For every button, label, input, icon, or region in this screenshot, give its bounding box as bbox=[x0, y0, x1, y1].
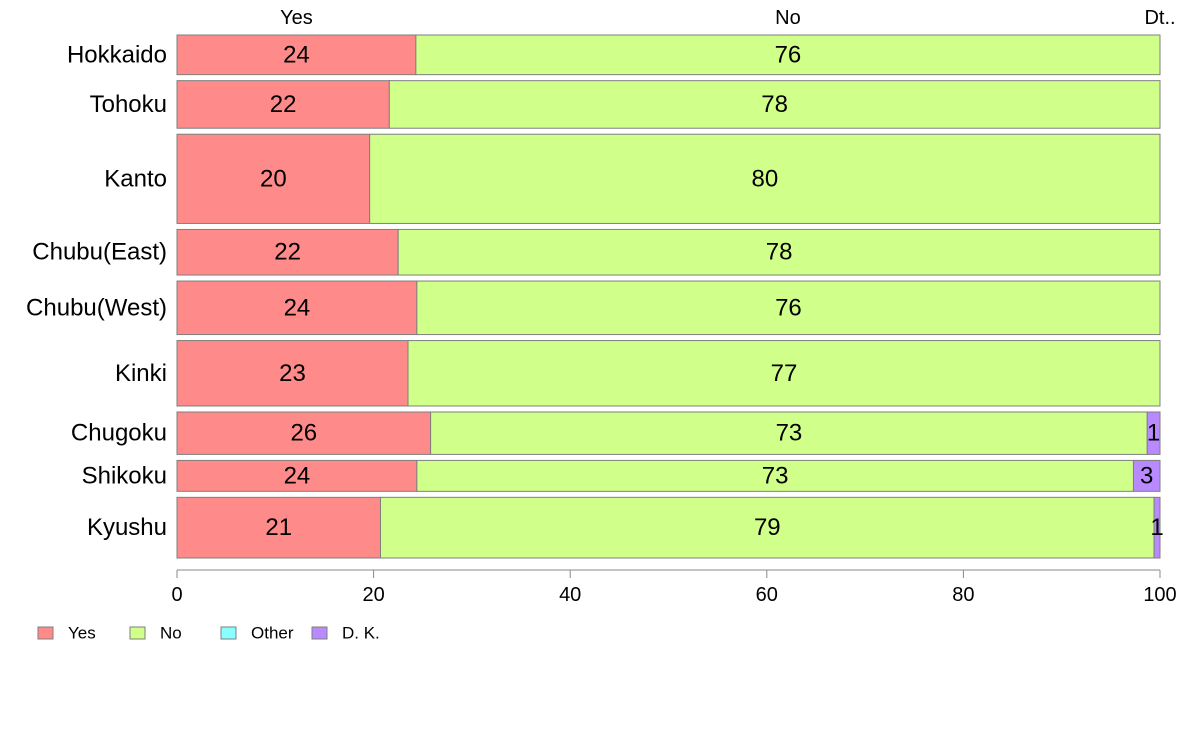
bar-segment bbox=[397, 228, 1161, 276]
bar-segment bbox=[176, 496, 381, 559]
bar-segment bbox=[176, 459, 418, 492]
bar-segment bbox=[388, 80, 1161, 129]
data-label: 24 bbox=[284, 294, 311, 321]
legend-label: Yes bbox=[68, 624, 96, 643]
top-label: Yes bbox=[280, 7, 313, 29]
data-label: 3 bbox=[1140, 462, 1153, 489]
bar-segment bbox=[369, 133, 1161, 224]
data-label: 23 bbox=[279, 360, 306, 387]
data-label: 1 bbox=[1150, 514, 1163, 541]
legend-label: D. K. bbox=[342, 624, 380, 643]
x-tick-label: 20 bbox=[362, 584, 384, 606]
bar-segment bbox=[407, 340, 1161, 407]
data-label: 78 bbox=[766, 239, 793, 266]
x-tick-label: 100 bbox=[1143, 584, 1176, 606]
x-tick-label: 0 bbox=[171, 584, 182, 606]
legend-swatch bbox=[129, 626, 146, 640]
top-label: Dt.. bbox=[1144, 7, 1175, 29]
legend-swatch bbox=[37, 626, 54, 640]
bar-segment bbox=[416, 459, 1134, 492]
bar-segment bbox=[416, 280, 1161, 336]
category-label: Hokkaido bbox=[67, 41, 167, 68]
bar-segment bbox=[176, 228, 399, 276]
data-label: 20 bbox=[260, 165, 287, 192]
bar-segment bbox=[176, 411, 432, 455]
data-label: 80 bbox=[751, 165, 778, 192]
bar-segment bbox=[176, 80, 390, 129]
data-label: 76 bbox=[775, 41, 802, 68]
data-label: 78 bbox=[761, 91, 788, 118]
x-tick-label: 40 bbox=[559, 584, 581, 606]
bar-segment bbox=[1153, 496, 1161, 559]
category-label: Shikoku bbox=[82, 462, 167, 489]
category-label: Chugoku bbox=[71, 420, 167, 447]
category-label: Chubu(East) bbox=[32, 239, 167, 266]
category-label: Kanto bbox=[104, 165, 167, 192]
data-label: 79 bbox=[754, 514, 781, 541]
data-label: 26 bbox=[290, 420, 317, 447]
category-label: Chubu(West) bbox=[26, 294, 167, 321]
bar-segment bbox=[379, 496, 1155, 559]
data-label: 1 bbox=[1147, 420, 1160, 447]
data-label: 24 bbox=[284, 462, 311, 489]
data-label: 73 bbox=[776, 420, 803, 447]
legend-swatch bbox=[220, 626, 237, 640]
category-label: Kinki bbox=[115, 360, 167, 387]
x-tick-label: 80 bbox=[952, 584, 974, 606]
bar-segment bbox=[176, 34, 417, 76]
x-tick-label: 60 bbox=[756, 584, 778, 606]
top-label: No bbox=[775, 7, 801, 29]
data-label: 22 bbox=[274, 239, 301, 266]
data-label: 22 bbox=[270, 91, 297, 118]
bar-segment bbox=[1132, 459, 1161, 492]
data-label: 21 bbox=[265, 514, 292, 541]
data-label: 77 bbox=[771, 360, 798, 387]
bar-segment bbox=[430, 411, 1148, 455]
bar-segment bbox=[176, 133, 371, 224]
data-label: 73 bbox=[762, 462, 789, 489]
category-label: Tohoku bbox=[90, 91, 167, 118]
bar-segment bbox=[415, 34, 1161, 76]
legend-label: Other bbox=[251, 624, 294, 643]
data-label: 76 bbox=[775, 294, 802, 321]
legend-label: No bbox=[160, 624, 182, 643]
bar-segment bbox=[1146, 411, 1161, 455]
data-label: 24 bbox=[283, 41, 310, 68]
bar-segment bbox=[176, 280, 418, 336]
category-label: Kyushu bbox=[87, 514, 167, 541]
legend-swatch bbox=[311, 626, 328, 640]
